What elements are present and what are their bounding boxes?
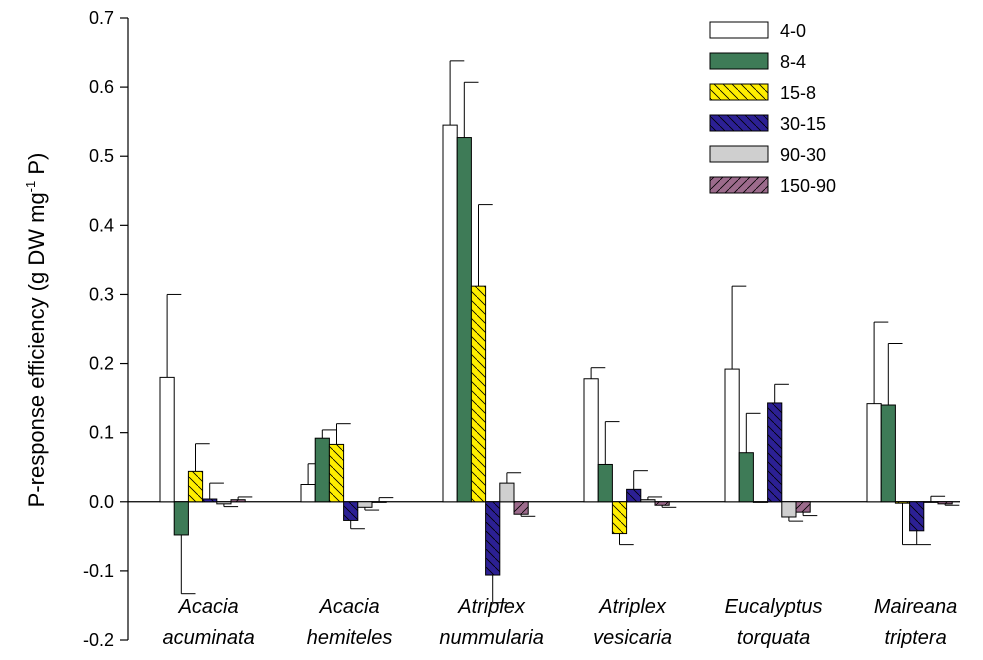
y-axis-title-main: P-response efficiency (g DW mg (24, 192, 49, 507)
category-label: Eucalyptus (725, 596, 823, 618)
legend-label: 8-4 (780, 52, 806, 72)
bar (159, 376, 175, 503)
bar-hatch (188, 471, 203, 502)
y-axis-title-end: P) (24, 153, 49, 181)
category-label: hemiteles (307, 627, 393, 649)
bar-hatch (485, 501, 500, 576)
category-label: Acacia (178, 596, 239, 618)
category-label: Atriplex (598, 596, 667, 618)
y-tick-label: 0.1 (89, 423, 114, 443)
legend-swatch (709, 52, 769, 70)
bars (159, 60, 960, 604)
y-tick-label: 0.0 (89, 492, 114, 512)
legend-label: 150-90 (780, 176, 836, 196)
bar (781, 501, 797, 518)
legend: 4-0 8-4 15-8 30-15 90-30 150-90 (709, 21, 836, 196)
bar (300, 484, 316, 503)
y-axis-title-sup: -1 (23, 181, 38, 193)
y-tick-label: 0.2 (89, 354, 114, 374)
y-tick-label: 0.4 (89, 215, 114, 235)
bar (442, 124, 458, 503)
legend-label: 90-30 (780, 145, 826, 165)
bar (173, 501, 189, 536)
bar (923, 501, 939, 503)
axes: -0.2 -0.1 0.0 0.1 0.2 0.3 0.4 0.5 0.6 0.7 Acacia ac… (83, 8, 960, 650)
y-tick-label: 0.7 (89, 8, 114, 28)
bar (583, 378, 599, 503)
legend-label: 15-8 (780, 83, 816, 103)
bar-hatch (938, 501, 953, 504)
bar (640, 499, 656, 503)
bar-hatch (372, 501, 387, 503)
y-tick-label: -0.1 (83, 561, 114, 581)
bar (866, 403, 882, 503)
bar (880, 404, 896, 503)
legend-swatch-hatch (710, 115, 768, 131)
y-axis-title: P-response efficiency (g DW mg-1 P) (23, 153, 49, 508)
bar (597, 463, 613, 503)
y-tick-label: 0.6 (89, 77, 114, 97)
category-label: Atriplex (457, 596, 526, 618)
bar-hatch (202, 499, 217, 502)
category-label: nummularia (439, 627, 543, 649)
legend-swatch-hatch (710, 84, 768, 100)
legend-swatch (709, 21, 769, 39)
bar-hatch (753, 501, 768, 503)
legend-label: 4-0 (780, 21, 806, 41)
legend-swatch-hatch (710, 177, 768, 193)
y-tick-label: 0.3 (89, 284, 114, 304)
bar-hatch (767, 402, 782, 502)
bar-hatch (612, 501, 627, 534)
bar-hatch (909, 501, 924, 531)
bar (314, 437, 330, 503)
bar (357, 501, 373, 508)
bar-hatch (626, 489, 641, 502)
bar-hatch (514, 501, 529, 515)
category-label: acuminata (162, 627, 254, 649)
category-label: Maireana (874, 596, 957, 618)
bar (456, 137, 472, 503)
y-tick-label: 0.5 (89, 146, 114, 166)
bar-hatch (895, 501, 910, 504)
bar-hatch (231, 499, 246, 502)
bar-hatch (471, 286, 486, 502)
bar (738, 452, 754, 503)
bar (724, 368, 740, 503)
category-label: torquata (737, 627, 810, 649)
bar (499, 482, 515, 503)
bar-hatch (796, 501, 811, 513)
legend-label: 30-15 (780, 114, 826, 134)
y-tick-label: -0.2 (83, 630, 114, 650)
bar-hatch (655, 501, 670, 506)
category-label: vesicaria (593, 627, 672, 649)
category-label: triptera (884, 627, 946, 649)
bar-hatch (329, 444, 344, 502)
legend-swatch (709, 145, 769, 163)
bar-hatch (343, 501, 358, 521)
category-label: Acacia (319, 596, 380, 618)
bar (216, 501, 232, 505)
